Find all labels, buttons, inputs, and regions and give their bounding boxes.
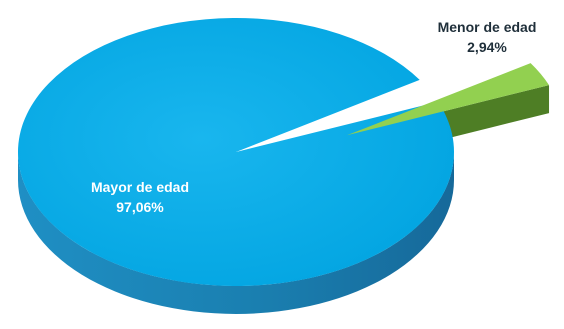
- slice-label: Mayor de edad: [91, 179, 189, 195]
- pie-slice: [17, 17, 454, 286]
- slice-value-label: 2,94%: [467, 39, 507, 55]
- pie-slice-side: [18, 152, 454, 314]
- pie-slice: [346, 63, 550, 136]
- slice-label: Menor de edad: [438, 19, 537, 35]
- slice-value-label: 97,06%: [116, 199, 164, 215]
